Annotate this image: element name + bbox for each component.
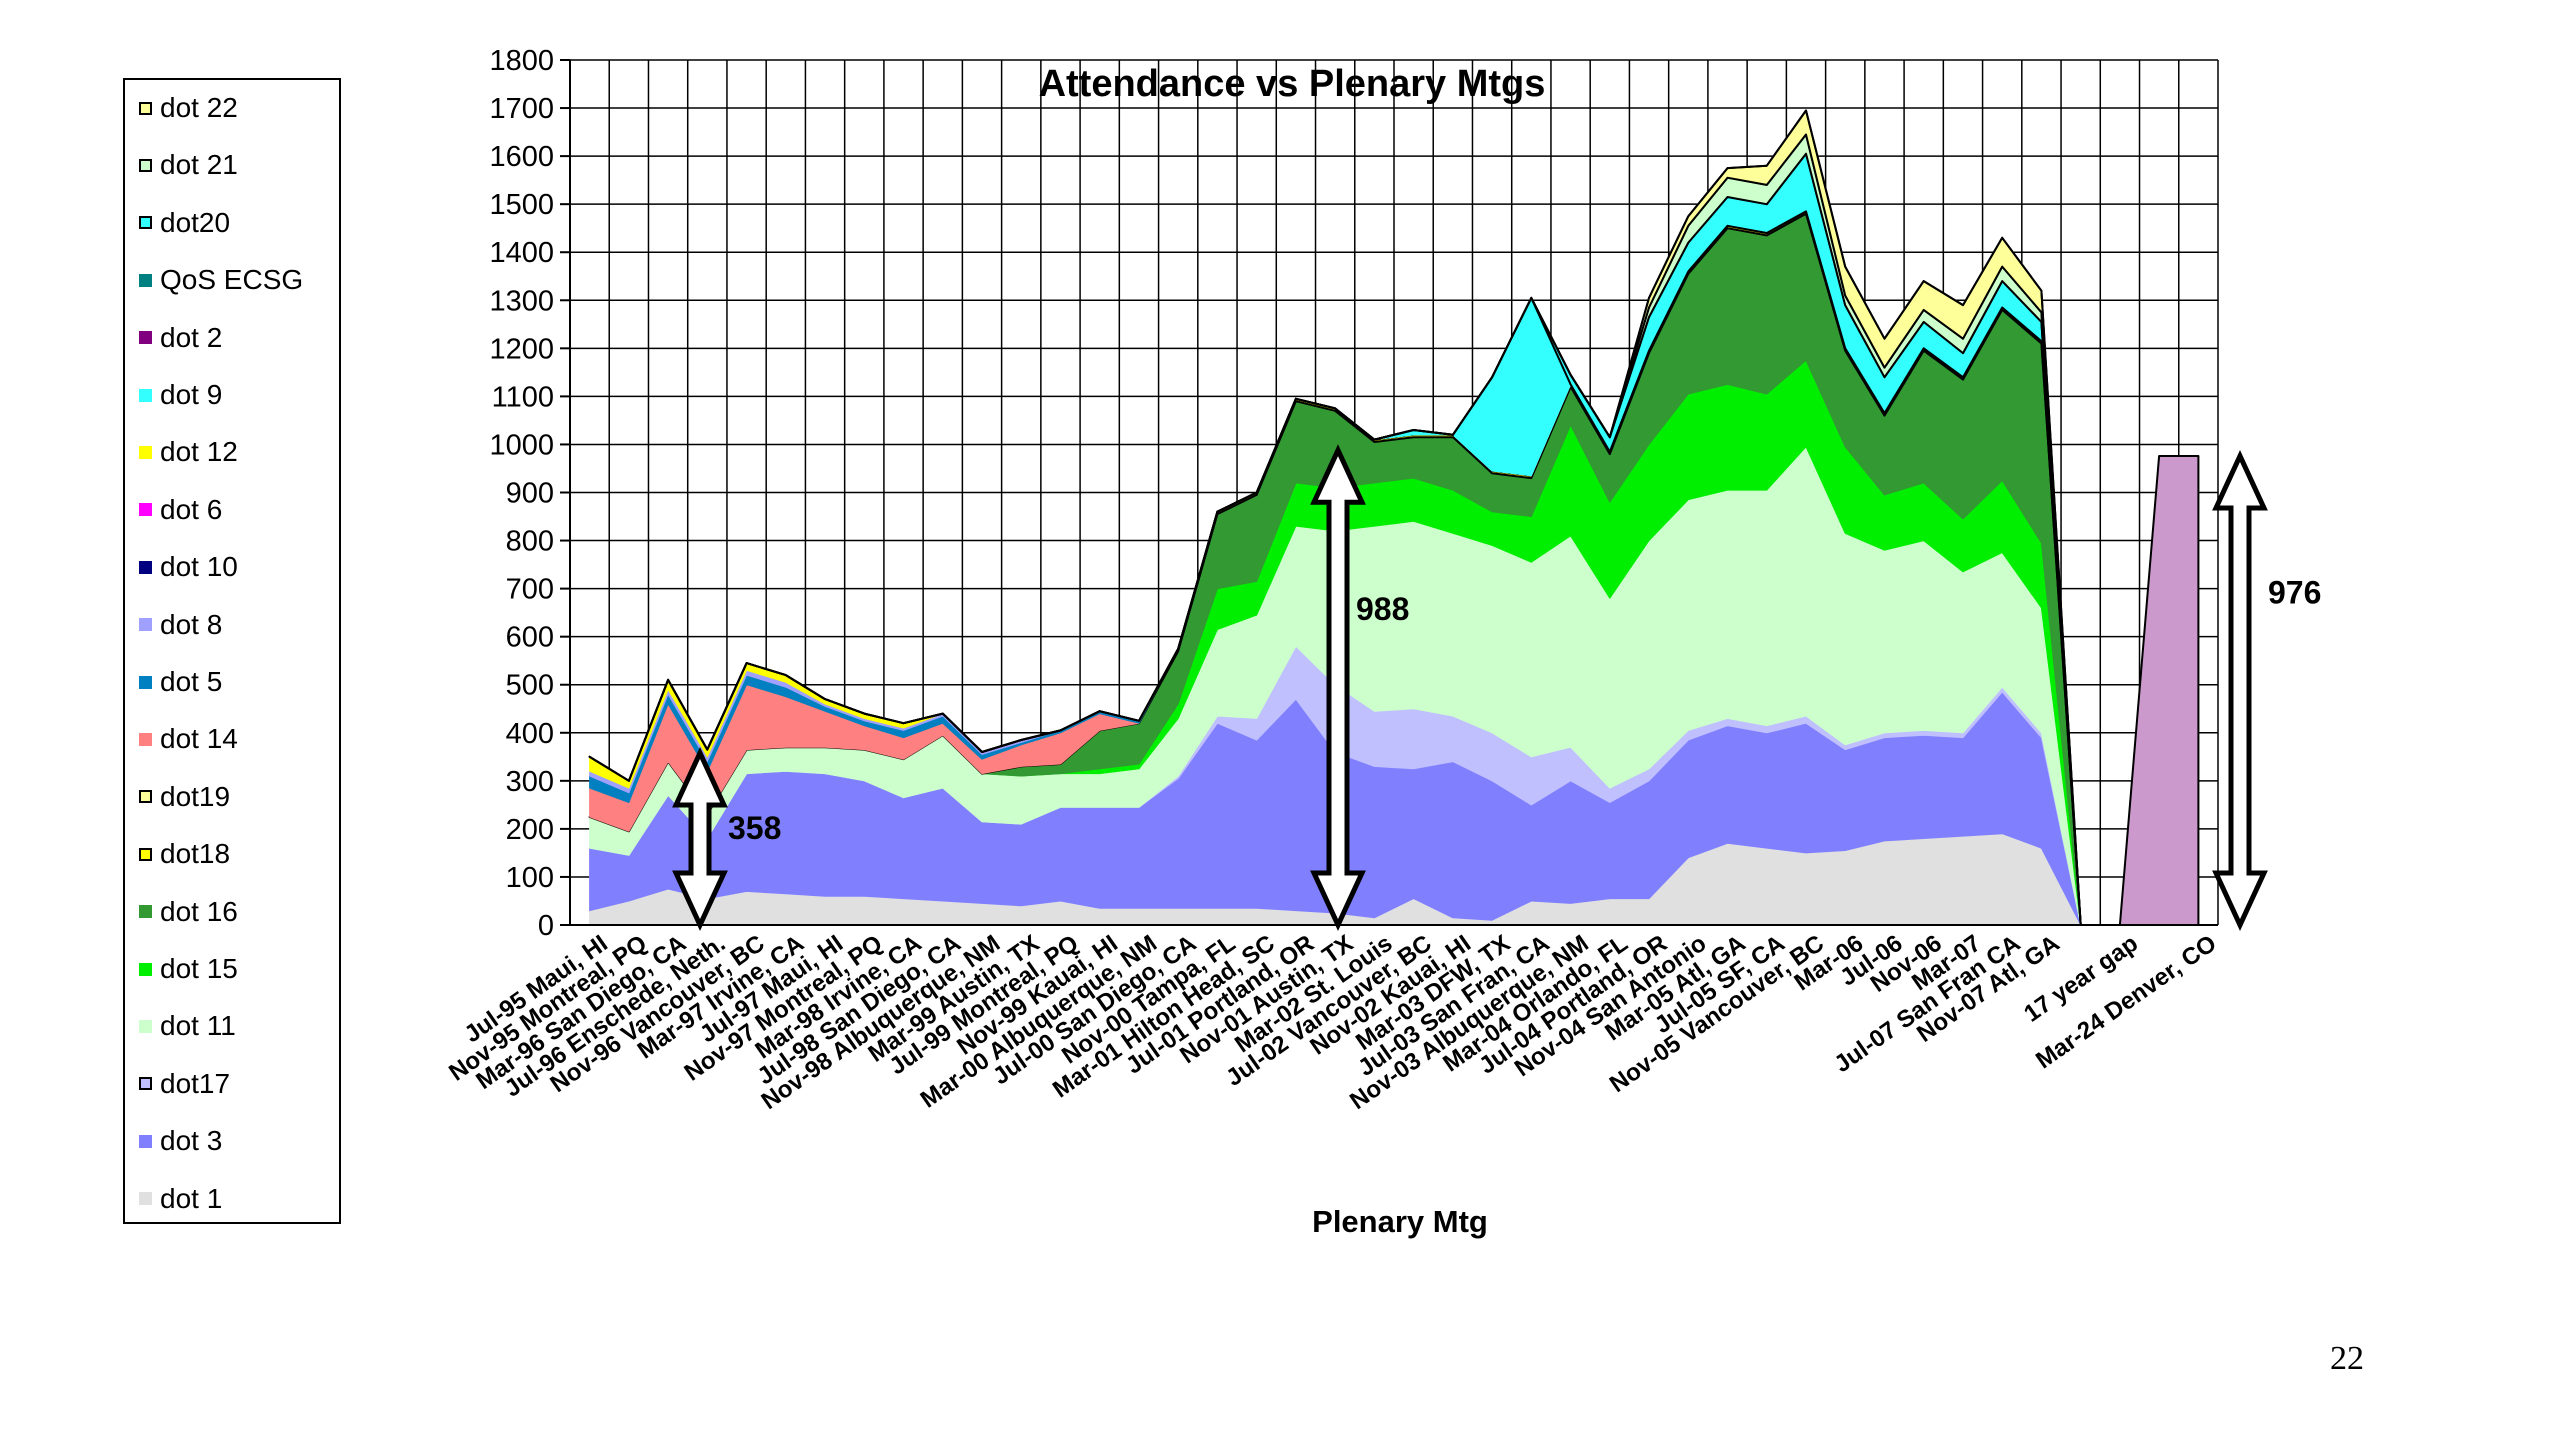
y-tick-label: 700 — [506, 574, 554, 606]
legend-swatch — [139, 273, 152, 287]
legend-swatch — [139, 962, 152, 976]
legend-item: dot 15 — [139, 949, 238, 989]
chart-title: Attendance vs Plenary Mtgs — [1039, 63, 1546, 105]
legend-swatch — [139, 1134, 152, 1148]
area-series-mar-24-denver-co — [588, 109, 2200, 926]
legend-item: dot 14 — [139, 719, 238, 759]
y-tick-label: 500 — [506, 670, 554, 702]
legend-swatch — [139, 158, 152, 172]
range-arrow — [2212, 450, 2268, 931]
legend-item: dot17 — [139, 1064, 230, 1104]
legend-label: dot 1 — [160, 1182, 223, 1214]
legend-item: dot 9 — [139, 375, 222, 415]
legend-item: dot 10 — [139, 547, 238, 587]
y-tick-label: 600 — [506, 622, 554, 654]
legend-swatch — [139, 445, 152, 459]
legend-item: dot 21 — [139, 145, 238, 185]
range-arrow — [1310, 444, 1366, 931]
y-tick-label: 1100 — [492, 381, 554, 413]
legend-swatch — [139, 732, 152, 746]
y-tick-label: 1800 — [489, 45, 554, 77]
legend-swatch — [139, 1192, 152, 1206]
legend-item: dot 3 — [139, 1121, 222, 1161]
legend-label: dot18 — [160, 838, 231, 870]
legend-item: dot 16 — [139, 892, 238, 932]
legend-swatch — [139, 503, 152, 517]
x-axis-label: Plenary Mtg — [1312, 1204, 1488, 1239]
y-tick-label: 1600 — [489, 141, 554, 173]
annotation-value: 976 — [2268, 574, 2321, 610]
legend-item: dot 22 — [139, 88, 238, 128]
y-tick-label: 1700 — [489, 93, 554, 125]
legend-item: dot19 — [139, 777, 230, 817]
legend-label: dot 3 — [160, 1125, 223, 1157]
legend-label: dot 12 — [160, 436, 238, 468]
annotation-value: 358 — [728, 810, 781, 846]
y-tick-labels: 0 100 200 300 400 500 600 700 800 900 1000 1100 1200… — [489, 45, 570, 942]
legend-label: dot20 — [160, 206, 231, 238]
legend-label: dot17 — [160, 1067, 231, 1099]
legend-item: dot 1 — [139, 1179, 222, 1219]
legend-label: dot 9 — [160, 379, 223, 410]
y-tick-label: 0 — [538, 910, 554, 942]
legend-label: dot 22 — [160, 92, 238, 123]
legend-swatch — [139, 618, 152, 632]
legend-item: dot 12 — [139, 432, 238, 472]
legend-swatch — [139, 560, 152, 574]
legend-label: dot 2 — [160, 321, 223, 353]
y-tick-label: 1500 — [489, 189, 554, 221]
y-tick-label: 1000 — [489, 429, 554, 461]
legend-label: dot19 — [160, 780, 231, 812]
chart-legend: dot 22 dot 21 dot20 QoS ECSG dot 2 dot 9 dot 1… — [123, 78, 341, 1224]
y-tick-label: 800 — [506, 526, 554, 558]
legend-item: QoS ECSG — [139, 260, 303, 300]
double-arrow — [672, 746, 728, 931]
legend-swatch — [139, 101, 152, 115]
legend-item: dot 6 — [139, 490, 222, 530]
legend-swatch — [139, 331, 152, 345]
y-tick-label: 400 — [506, 718, 554, 750]
y-tick-label: 900 — [506, 478, 554, 510]
legend-label: dot 6 — [160, 493, 223, 525]
y-tick-label: 1400 — [489, 237, 554, 269]
legend-swatch — [139, 847, 152, 861]
legend-swatch — [139, 1077, 152, 1091]
legend-item: dot18 — [139, 834, 230, 874]
legend-label: dot 15 — [160, 953, 238, 984]
y-tick-label: 200 — [506, 814, 554, 846]
double-arrow — [1310, 444, 1366, 931]
legend-label: dot 21 — [160, 149, 238, 181]
legend-label: dot 8 — [160, 608, 223, 640]
annotation-value: 988 — [1356, 591, 1409, 627]
legend-swatch — [139, 216, 152, 230]
legend-label: dot 16 — [160, 895, 238, 927]
legend-item: dot20 — [139, 203, 230, 243]
legend-item: dot 2 — [139, 318, 222, 358]
legend-label: dot 14 — [160, 723, 238, 755]
y-tick-label: 300 — [506, 766, 554, 798]
legend-item: dot 11 — [139, 1006, 236, 1046]
legend-item: dot 8 — [139, 605, 222, 645]
y-tick-label: 100 — [506, 862, 554, 894]
legend-swatch — [139, 675, 152, 689]
legend-swatch — [139, 905, 152, 919]
legend-swatch — [139, 388, 152, 402]
y-tick-label: 1300 — [489, 285, 554, 317]
range-arrow — [672, 746, 728, 931]
legend-label: dot 5 — [160, 666, 223, 697]
legend-swatch — [139, 790, 152, 804]
legend-label: QoS ECSG — [160, 264, 304, 296]
legend-label: dot 11 — [160, 1010, 236, 1042]
double-arrow — [2212, 450, 2268, 931]
y-tick-label: 1200 — [489, 333, 554, 365]
legend-swatch — [139, 1019, 152, 1033]
legend-label: dot 10 — [160, 551, 238, 583]
legend-item: dot 5 — [139, 662, 222, 702]
page-number: 22 — [2330, 1340, 2364, 1377]
